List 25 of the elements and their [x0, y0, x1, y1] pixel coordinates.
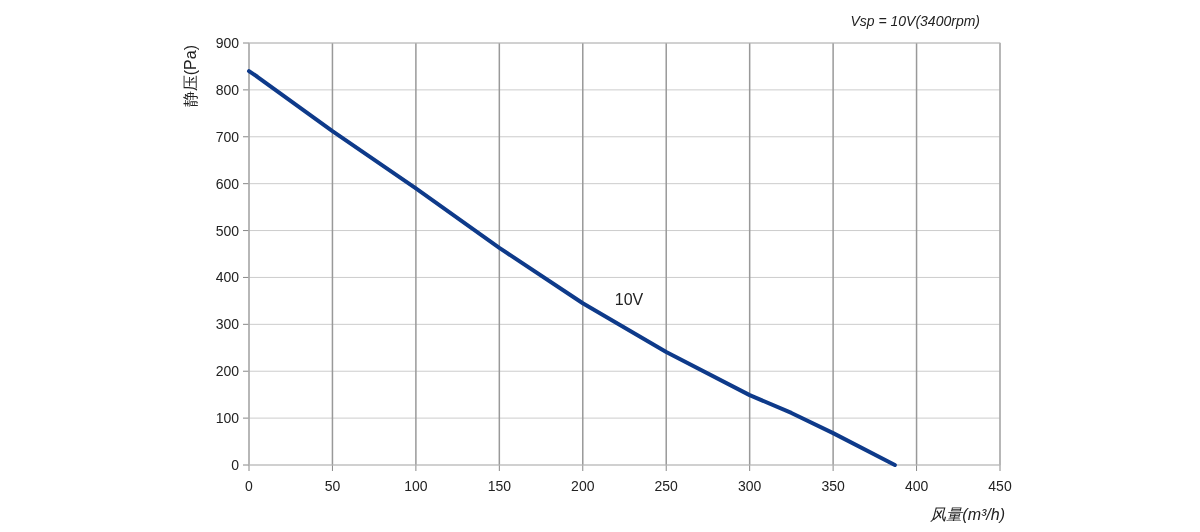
y-tick-label: 900 — [215, 35, 240, 51]
y-tick-label: 300 — [215, 316, 240, 333]
y-tick-label: 400 — [215, 269, 240, 286]
x-axis-title: 风量(m³/h) — [930, 506, 1005, 523]
x-tick-label: 0 — [245, 478, 254, 494]
y-tick-label: 800 — [215, 81, 240, 98]
y-tick-label: 0 — [231, 457, 240, 473]
series-label: 10V — [614, 291, 644, 309]
line-series — [247, 69, 897, 467]
x-tick-label: 350 — [821, 478, 845, 494]
x-tick-label: 250 — [654, 478, 679, 494]
y-tick-label: 500 — [215, 222, 240, 239]
x-tick-label: 300 — [737, 478, 762, 494]
y-tick-label: 600 — [215, 175, 240, 192]
x-tick-label: 450 — [988, 478, 1012, 494]
y-tick-label: 700 — [215, 128, 240, 145]
x-tick-label: 400 — [904, 478, 929, 494]
y-axis-title: 静压(Pa) — [182, 45, 199, 108]
x-tick-label: 200 — [571, 478, 595, 494]
x-tick-label: 50 — [324, 478, 341, 494]
x-tick-label: 150 — [487, 478, 512, 494]
x-tick-label: 100 — [404, 478, 428, 494]
y-tick-label: 100 — [215, 410, 240, 427]
y-tick-label: 200 — [215, 363, 240, 380]
text: Vsp = 10V(3400rpm) — [850, 13, 980, 29]
